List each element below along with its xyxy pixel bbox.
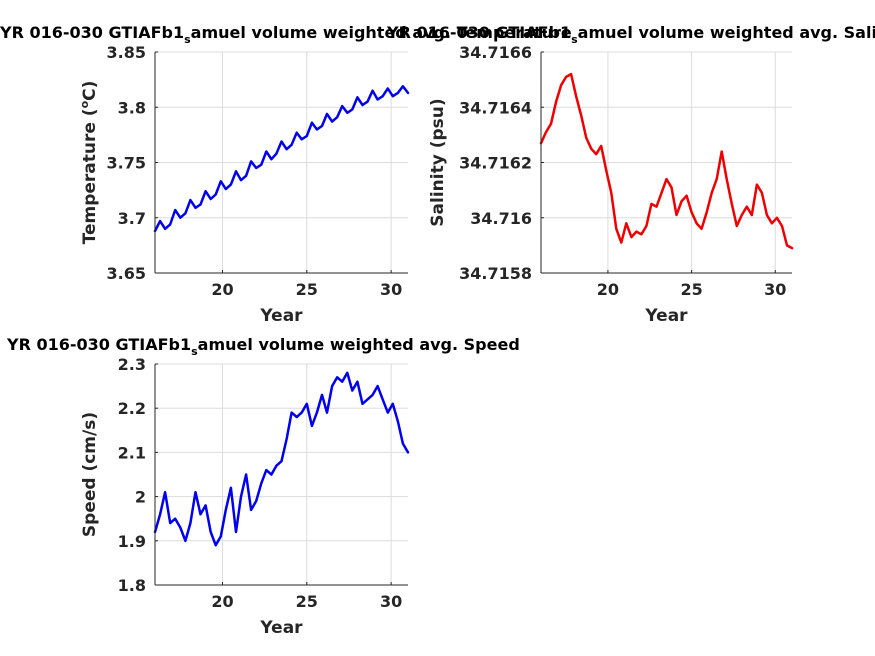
y-axis-label: Speed (cm/s) bbox=[80, 412, 100, 537]
x-tick-label: 20 bbox=[211, 280, 233, 299]
y-tick-label: 3.85 bbox=[107, 43, 146, 62]
y-tick-label: 34.7158 bbox=[459, 264, 532, 283]
y-tick-label: 2.1 bbox=[118, 443, 146, 462]
y-tick-label: 3.65 bbox=[107, 264, 146, 283]
y-tick-label: 2 bbox=[135, 488, 146, 507]
y-tick-label: 34.7162 bbox=[459, 154, 532, 173]
y-axis-label: Salinity (psu) bbox=[428, 98, 448, 226]
x-tick-label: 30 bbox=[380, 280, 402, 299]
salinity-panel: 20 25 30 34.7158 34.716 34.7162 34.7164 34.7166… bbox=[386, 23, 875, 326]
x-axis-label: Year bbox=[259, 618, 303, 638]
y-tick-label: 3.8 bbox=[118, 98, 146, 117]
x-tick-label: 30 bbox=[764, 280, 786, 299]
y-tick-label: 1.8 bbox=[118, 576, 146, 595]
x-axis-label: Year bbox=[644, 306, 688, 326]
x-tick-label: 30 bbox=[380, 592, 402, 611]
speed-panel: 20 25 30 1.8 1.9 2 2.1 2.2 2.3 Year Speed (cm/s) YR… bbox=[6, 335, 520, 638]
temperature-panel: 20 25 30 3.65 3.7 3.75 3.8 3.85 Year Temperature … bbox=[0, 23, 572, 326]
chart-title: YR 016-030 GTIAFb1samuel volume weighted… bbox=[6, 335, 520, 358]
series-line-0 bbox=[539, 72, 794, 250]
series-line-0 bbox=[153, 85, 410, 233]
x-tick-label: 25 bbox=[296, 592, 318, 611]
x-tick-label: 25 bbox=[296, 280, 318, 299]
x-tick-label: 20 bbox=[597, 280, 619, 299]
x-tick-label: 25 bbox=[680, 280, 702, 299]
chart-title: YR 016-030 GTIAFb1samuel volume weighted… bbox=[386, 23, 875, 46]
y-tick-label: 2.3 bbox=[118, 355, 146, 374]
series-line-0 bbox=[153, 371, 410, 547]
y-tick-label: 1.9 bbox=[118, 532, 146, 551]
x-axis-label: Year bbox=[259, 306, 303, 326]
x-tick-label: 20 bbox=[211, 592, 233, 611]
y-tick-label: 2.2 bbox=[118, 399, 146, 418]
chart-title: YR 016-030 GTIAFb1samuel volume weighted… bbox=[0, 23, 572, 46]
y-tick-label: 34.716 bbox=[470, 209, 532, 228]
y-tick-label: 3.7 bbox=[118, 209, 146, 228]
y-tick-label: 3.75 bbox=[107, 154, 146, 173]
y-tick-label: 34.7166 bbox=[459, 43, 532, 62]
y-tick-label: 34.7164 bbox=[459, 98, 532, 117]
y-axis-label: Temperature (oC) bbox=[78, 81, 100, 245]
